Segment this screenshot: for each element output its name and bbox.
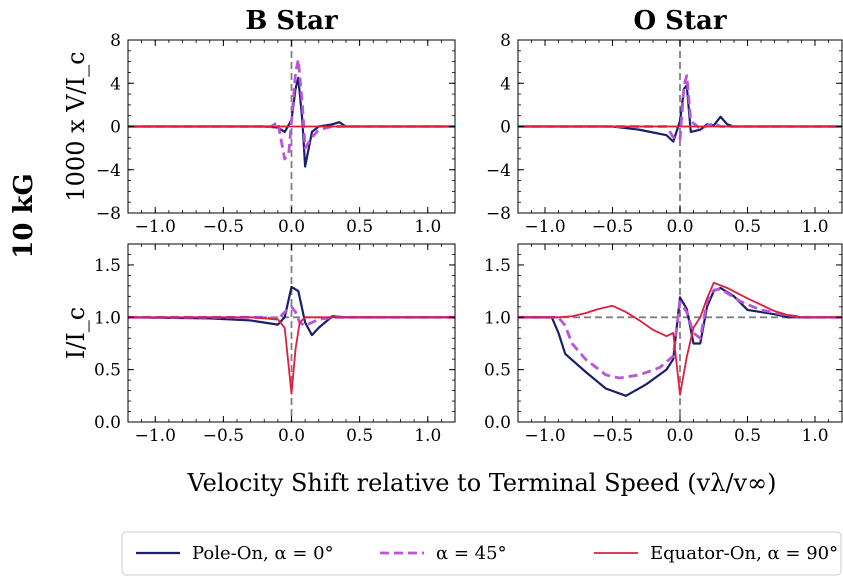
x-tick-label: 0.5: [346, 217, 373, 237]
y-tick-label: 0.0: [484, 413, 511, 433]
x-tick-label: 1.0: [801, 426, 828, 446]
x-tick-label: 0.5: [734, 426, 761, 446]
row-label: 10 kG: [9, 173, 39, 258]
y-tick-label: −4: [486, 161, 511, 181]
legend-label: α = 45°: [436, 543, 507, 564]
y-tick-label: 1.5: [484, 256, 511, 276]
xlabel-text: Velocity Shift relative to Terminal Spee…: [187, 469, 777, 497]
legend-label: Equator-On, α = 90°: [650, 543, 838, 564]
x-tick-label: −0.5: [592, 217, 633, 237]
y-tick-label: 0.5: [94, 361, 121, 381]
x-tick-label: −1.0: [524, 426, 565, 446]
y-tick-label: 0: [110, 118, 121, 138]
x-tick-label: −0.5: [203, 426, 244, 446]
x-tick-label: 0.5: [734, 217, 761, 237]
y-tick-label: 1.0: [94, 308, 121, 328]
series-line-1: [518, 74, 842, 141]
x-tick-label: 1.0: [414, 426, 441, 446]
panel-title: B Star: [245, 6, 338, 36]
x-tick-label: 0.5: [346, 426, 373, 446]
x-tick-label: 0.0: [666, 217, 693, 237]
y-tick-label: 1.0: [484, 308, 511, 328]
x-tick-label: −1.0: [135, 217, 176, 237]
y-axis-label: 1000 x V/I_c: [62, 51, 90, 201]
x-tick-label: −0.5: [592, 426, 633, 446]
y-tick-label: 0: [500, 118, 511, 138]
series-line-2: [518, 281, 842, 396]
series-line-1: [518, 287, 842, 380]
intensity-o-star-panel: −1.0 −0.5 0.0 0.5 1.0 0.0 0.5 1.0 1.5: [484, 243, 843, 446]
x-tick-label: 0.0: [278, 426, 305, 446]
y-axis-label: I/I_c: [62, 307, 90, 360]
panel-title: O Star: [633, 6, 726, 36]
y-tick-label: −4: [96, 161, 121, 181]
y-tick-label: −8: [486, 204, 511, 224]
x-tick-label: −1.0: [524, 217, 565, 237]
x-tick-label: 0.0: [278, 217, 305, 237]
legend-box: [121, 531, 842, 576]
y-tick-label: 8: [110, 31, 121, 51]
y-tick-label: −8: [96, 204, 121, 224]
series-line-2: [128, 316, 455, 395]
y-tick-label: 1.5: [94, 256, 121, 276]
stokes-v-b-star-panel: −1.0 −0.5 0.0 0.5 1.0 −8 −4 0 4 8 B Star 1000 x V/I…: [62, 6, 456, 237]
x-tick-label: 0.0: [666, 426, 693, 446]
y-tick-label: 0.5: [484, 361, 511, 381]
y-tick-label: 4: [500, 74, 511, 94]
x-tick-label: −1.0: [135, 426, 176, 446]
legend-label: Pole-On, α = 0°: [192, 543, 334, 564]
intensity-b-star-panel: −1.0 −0.5 0.0 0.5 1.0 0.0 0.5 1.0 1.5 I/I_c: [62, 243, 456, 446]
y-tick-label: 0.0: [94, 413, 121, 433]
y-tick-label: 8: [500, 31, 511, 51]
legend: Pole-On, α = 0° α = 45° Equator-On, α = 90…: [121, 531, 842, 576]
y-tick-label: 4: [110, 74, 121, 94]
x-tick-label: −0.5: [203, 217, 244, 237]
x-tick-label: 1.0: [414, 217, 441, 237]
figure-xlabel: Velocity Shift relative to Terminal Spee…: [187, 469, 777, 497]
x-tick-label: 1.0: [801, 217, 828, 237]
panels: −1.0 −0.5 0.0 0.5 1.0 −8 −4 0 4 8 B Star 1000 x V/I…: [62, 6, 843, 446]
stokes-v-o-star-panel: −1.0 −0.5 0.0 0.5 1.0 −8 −4 0 4 8 O Star: [486, 6, 843, 237]
series-line-0: [518, 84, 842, 143]
series-line-0: [128, 285, 455, 337]
